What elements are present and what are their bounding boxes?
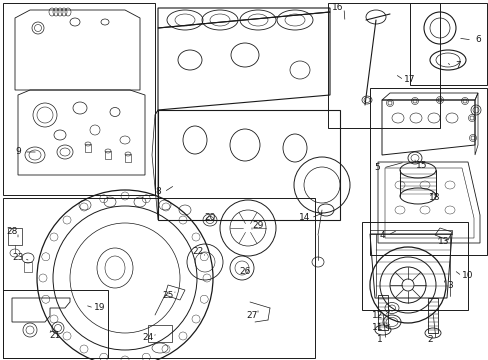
Text: 6: 6 bbox=[474, 36, 480, 45]
Text: 21: 21 bbox=[49, 330, 61, 339]
Text: 27: 27 bbox=[246, 310, 257, 320]
Bar bbox=[3, 198, 314, 358]
Text: 14: 14 bbox=[299, 213, 310, 222]
Bar bbox=[125, 154, 131, 162]
Text: 26: 26 bbox=[239, 267, 250, 276]
Bar bbox=[409, 3, 486, 85]
Text: 12: 12 bbox=[371, 310, 383, 320]
Text: 15: 15 bbox=[415, 161, 427, 170]
Bar bbox=[369, 88, 486, 255]
Text: 5: 5 bbox=[373, 163, 379, 172]
Bar bbox=[361, 222, 467, 310]
Text: 23: 23 bbox=[12, 253, 23, 262]
Text: 8: 8 bbox=[155, 188, 161, 197]
Text: 16: 16 bbox=[331, 4, 343, 13]
Text: 18: 18 bbox=[428, 194, 440, 202]
Text: 13: 13 bbox=[437, 238, 449, 247]
Text: 4: 4 bbox=[378, 230, 384, 239]
Bar bbox=[3, 3, 155, 195]
Text: 17: 17 bbox=[404, 76, 415, 85]
Text: 29: 29 bbox=[252, 220, 263, 230]
Text: 2: 2 bbox=[427, 336, 432, 345]
Text: 1: 1 bbox=[376, 336, 382, 345]
Text: 3: 3 bbox=[446, 280, 452, 289]
Text: 28: 28 bbox=[6, 228, 18, 237]
Bar bbox=[427, 298, 437, 333]
Bar bbox=[327, 3, 439, 128]
Text: 10: 10 bbox=[461, 271, 473, 280]
Text: 20: 20 bbox=[204, 213, 215, 222]
Text: 19: 19 bbox=[94, 303, 105, 312]
Text: 9: 9 bbox=[15, 148, 21, 157]
Text: 22: 22 bbox=[192, 248, 203, 256]
Bar bbox=[105, 151, 111, 159]
Bar bbox=[3, 290, 108, 358]
Bar bbox=[377, 295, 387, 330]
Text: 11: 11 bbox=[371, 324, 383, 333]
Bar bbox=[24, 262, 32, 272]
Bar bbox=[85, 144, 91, 152]
Text: 24: 24 bbox=[142, 333, 153, 342]
Text: 25: 25 bbox=[162, 291, 173, 300]
Text: 7: 7 bbox=[454, 62, 460, 71]
